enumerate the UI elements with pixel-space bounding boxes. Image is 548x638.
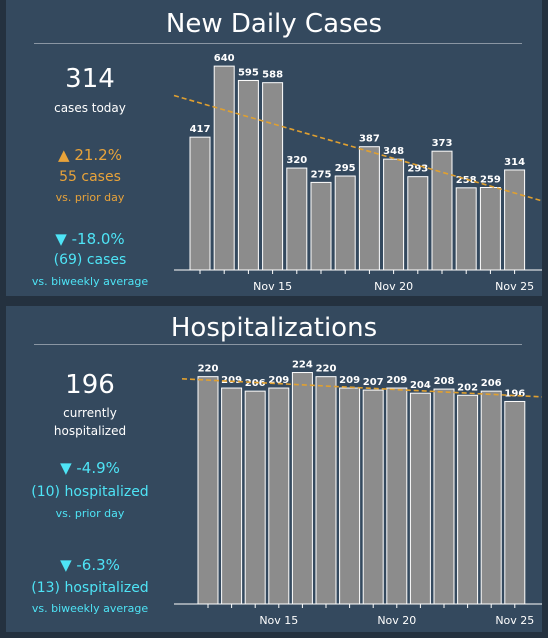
cases-prior-day-change: ▲ 21.2% (6, 146, 174, 164)
hosp-data-label: 206 (245, 378, 266, 389)
cases-data-label: 293 (407, 164, 428, 175)
cases-today-label: cases today (54, 101, 126, 115)
hosp-biweekly-change: ▼ -6.3% (6, 556, 174, 574)
hosp-biweekly-unit: hospitalized (64, 580, 149, 596)
hosp-data-label: 209 (339, 375, 360, 386)
hosp-biweekly-percent: -6.3% (76, 556, 120, 574)
cases-data-label: 640 (214, 53, 235, 64)
cases-data-label: 320 (286, 155, 307, 166)
cases-data-label: 295 (335, 163, 356, 174)
cases-biweekly-percent: -18.0% (71, 230, 125, 248)
hosp-prior-day-label: vs. prior day (55, 507, 125, 520)
cases-panel-title: New Daily Cases (165, 9, 383, 39)
cases-data-label: 595 (238, 67, 259, 78)
hosp-data-label: 206 (481, 378, 502, 389)
hosp-data-label: 207 (363, 377, 384, 388)
cases-prior-day-label: vs. prior day (55, 191, 125, 204)
hosp-bar (291, 372, 313, 605)
hosp-tick-label: Nov 20 (377, 614, 416, 627)
cases-data-label: 259 (480, 174, 501, 185)
hosp-bar (457, 394, 479, 605)
hosp-current-label-1: currently (63, 406, 117, 420)
cases-bar (455, 187, 477, 271)
cases-data-label: 417 (190, 124, 211, 135)
cases-bar (479, 186, 501, 271)
hosp-data-label: 220 (198, 364, 219, 375)
cases-panel: New Daily Cases 314 cases today ▲ 21.2% … (6, 0, 542, 296)
cases-today-value: 314 (65, 64, 115, 94)
hosp-biweekly-label: vs. biweekly average (31, 602, 149, 615)
cases-prior-day-percent: 21.2% (74, 146, 122, 164)
cases-bar (383, 158, 405, 271)
hosp-current-value: 196 (65, 370, 115, 400)
cases-tick-label: Nov 25 (495, 280, 534, 293)
cases-bar (407, 176, 429, 271)
hosp-data-label: 208 (434, 376, 455, 387)
hosp-bar (268, 387, 290, 605)
cases-biweekly-label: vs. biweekly average (31, 275, 149, 288)
hosp-bar (386, 387, 408, 605)
hosp-bar (362, 389, 384, 605)
hosp-data-label: 220 (316, 364, 337, 375)
up-arrow-icon: ▲ (58, 146, 70, 164)
hosp-current-label-2: hospitalized (53, 424, 127, 438)
cases-bar (358, 146, 380, 271)
hosp-prior-day-percent: -4.9% (76, 459, 120, 477)
hosp-biweekly-amount: (13) hospitalized (6, 580, 174, 596)
hosp-data-label: 204 (410, 380, 431, 391)
hosp-title-divider (34, 344, 522, 345)
cases-bar (310, 181, 332, 271)
hosp-data-label: 224 (292, 360, 313, 371)
hosp-bar (504, 400, 526, 605)
cases-bar (237, 79, 259, 271)
hosp-bar (480, 390, 502, 605)
hosp-bar (339, 387, 361, 605)
hosp-bar (315, 376, 337, 605)
cases-biweekly-change: ▼ -18.0% (6, 230, 174, 248)
cases-bar (504, 169, 526, 271)
cases-tick-label: Nov 20 (374, 280, 413, 293)
cases-bar (213, 65, 235, 271)
cases-data-label: 275 (311, 169, 332, 180)
cases-data-label: 348 (383, 146, 404, 157)
hosp-bar (433, 388, 455, 605)
hosp-panel-title: Hospitalizations (170, 313, 378, 343)
cases-title-divider (34, 43, 522, 44)
cases-bar (286, 167, 308, 271)
hosp-prior-day-amount: (10) hospitalized (6, 484, 174, 500)
hosp-tick-label: Nov 15 (259, 614, 298, 627)
hosp-data-label: 196 (504, 388, 525, 399)
down-arrow-icon: ▼ (60, 556, 72, 574)
cases-data-label: 258 (456, 175, 477, 186)
hosp-data-label: 209 (386, 375, 407, 386)
cases-data-label: 387 (359, 134, 380, 145)
cases-prior-day-amount: 55 cases (59, 169, 121, 185)
hosp-tick-label: Nov 25 (495, 614, 534, 627)
cases-biweekly-amount: (69) cases (53, 252, 127, 268)
hosp-bar (409, 392, 431, 605)
hosp-prior-day-unit: hospitalized (64, 484, 149, 500)
down-arrow-icon: ▼ (60, 459, 72, 477)
hosp-biweekly-count: (13) (31, 580, 61, 596)
hosp-data-label: 209 (268, 375, 289, 386)
hospitalizations-panel: Hospitalizations 196 currently hospitali… (6, 306, 542, 632)
cases-data-label: 588 (262, 70, 283, 81)
hosp-data-label: 202 (457, 382, 478, 393)
hosp-prior-day-count: (10) (31, 484, 61, 500)
cases-bar (334, 175, 356, 271)
cases-bar (262, 82, 284, 271)
cases-bar (431, 150, 453, 271)
cases-tick-label: Nov 15 (253, 280, 292, 293)
down-arrow-icon: ▼ (55, 230, 67, 248)
cases-data-label: 314 (504, 157, 525, 168)
hosp-bar (244, 390, 266, 605)
hosp-prior-day-change: ▼ -4.9% (6, 459, 174, 477)
hosp-bar (221, 387, 243, 605)
cases-bar (189, 136, 211, 271)
hosp-bar (197, 376, 219, 605)
hosp-trendline (181, 377, 542, 398)
cases-data-label: 373 (432, 138, 453, 149)
